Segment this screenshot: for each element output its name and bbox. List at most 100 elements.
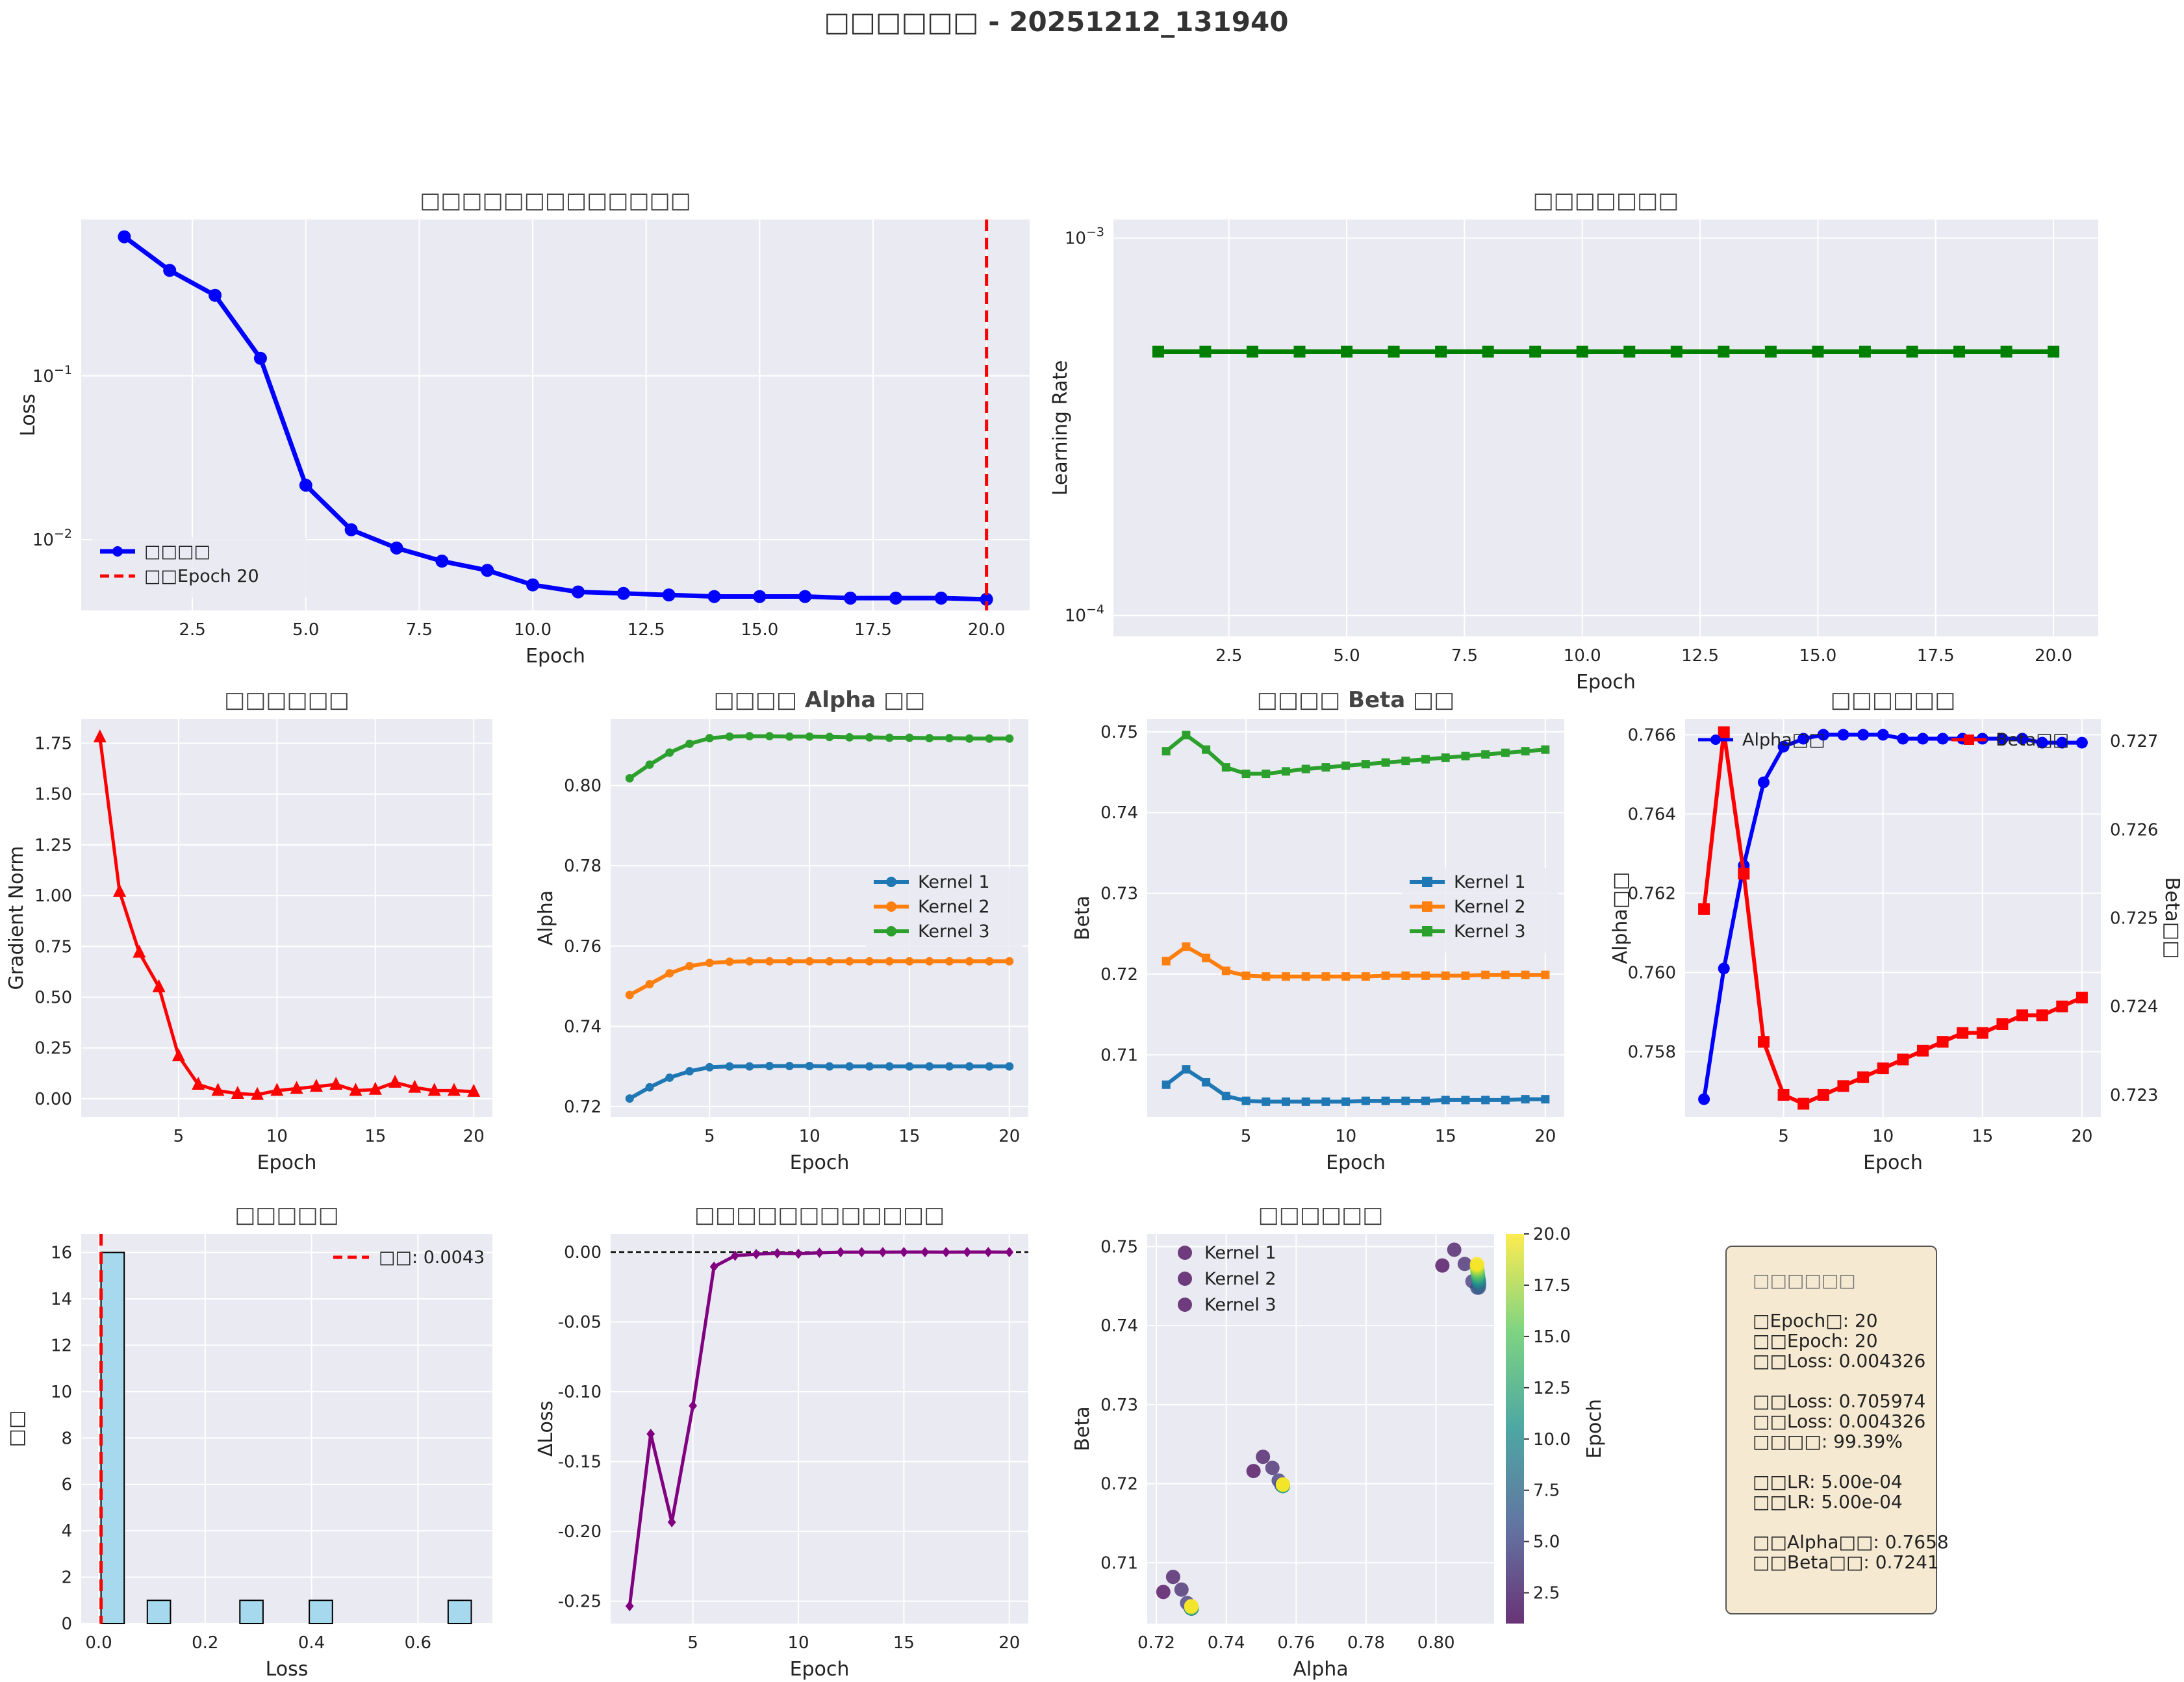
hist-bar (447, 1600, 472, 1624)
beta-k3-point (1401, 757, 1410, 766)
grad-point (251, 1086, 264, 1100)
colorbar-tick-label: 7.5 (1533, 1481, 1560, 1501)
lr-point (1718, 345, 1730, 358)
y2-tick-label: 0.723 (2110, 1086, 2158, 1105)
alpha-k2-point (625, 990, 634, 999)
x-tick-label: 15 (898, 1127, 920, 1146)
axes-title: □□□□□□ (224, 687, 349, 713)
colorbar-tick-label: 12.5 (1533, 1379, 1571, 1398)
alpha-k1-point (665, 1073, 674, 1082)
dual-beta-point (1857, 1071, 1870, 1083)
lr-point (1152, 345, 1164, 358)
scatter-point-k1 (1165, 1570, 1180, 1585)
dual-alpha-point (1916, 733, 1929, 745)
dual-alpha-point (2036, 736, 2048, 749)
lr-point (1388, 345, 1400, 358)
x-tick-label: 20 (998, 1127, 1020, 1146)
y-tick-label: 0.75 (1100, 723, 1138, 742)
alpha-k2-point (845, 957, 854, 966)
colorbar-tick-label: 2.5 (1533, 1584, 1560, 1603)
dual-alpha-point (1817, 729, 1829, 741)
y-tick-label: -0.15 (558, 1453, 602, 1472)
x-tick-label: 20 (1534, 1127, 1556, 1146)
legend-label: Kernel 3 (1454, 922, 1526, 942)
beta-k2-point (1421, 971, 1430, 980)
x-tick-label: 12.5 (1681, 646, 1719, 666)
beta-k3-point (1361, 760, 1370, 769)
dual-alpha-point (1996, 733, 2009, 745)
legend-marker (1422, 877, 1432, 887)
stats-box: □□□□□□ □Epoch□: 20 □□Epoch: 20 □□Loss: 0… (1725, 1246, 1949, 1614)
lr-point (1859, 345, 1871, 358)
stats-line: □□Loss: 0.004326 (1753, 1350, 1926, 1372)
x-tick-label: 5 (1241, 1127, 1252, 1146)
x-tick-label: 20 (463, 1127, 485, 1146)
dual-beta-point (2076, 992, 2088, 1004)
dual-alpha-point (1777, 740, 1790, 753)
dual-beta-point (1817, 1088, 1829, 1101)
grad-point (93, 729, 107, 743)
beta-k3-point (1441, 753, 1450, 762)
dual-alpha-point (1698, 1093, 1710, 1105)
alpha-k1-point (625, 1094, 634, 1103)
dual-alpha-point (1897, 733, 1909, 745)
dual-beta-point (2016, 1009, 2029, 1022)
dual-alpha-point (1757, 776, 1770, 788)
hist-bar (146, 1600, 171, 1624)
axes-title: □□□□ Alpha □□ (714, 687, 926, 713)
beta-k2-point (1262, 972, 1271, 981)
alpha-k1-point (645, 1083, 654, 1092)
y-tick-label: -0.20 (558, 1522, 602, 1542)
alpha-k3-point (745, 732, 754, 741)
grad-point (388, 1074, 402, 1088)
colorbar-tick-label: 5.0 (1533, 1533, 1560, 1552)
x-axis-label: Alpha (1293, 1658, 1348, 1681)
delta-point (984, 1246, 993, 1257)
grad-point (290, 1081, 303, 1094)
alpha-k2-point (865, 957, 874, 966)
alpha-k2-point (765, 957, 774, 966)
x-tick-label: 10.0 (514, 620, 552, 640)
y-tick-label: 10−2 (32, 527, 72, 550)
x-tick-label: 0.78 (1347, 1633, 1385, 1653)
beta-k1-point (1401, 1096, 1410, 1105)
alpha-k2-point (925, 957, 934, 966)
delta-point (625, 1601, 634, 1612)
beta-k2-point (1301, 972, 1310, 981)
delta-point (794, 1248, 803, 1259)
alpha-k3-point (705, 734, 714, 743)
legend-marker (1178, 1272, 1192, 1286)
delta-point (963, 1246, 972, 1257)
alpha-k2-point (745, 957, 754, 966)
y-axis-label: ΔLoss (535, 1401, 557, 1457)
x-tick-label: 0.2 (192, 1633, 218, 1653)
y2-tick-label: 0.724 (2110, 998, 2158, 1017)
x-tick-label: 10 (266, 1127, 288, 1146)
lr-point (1953, 345, 1966, 358)
x-tick-label: 10.0 (1564, 646, 1601, 666)
delta-point (709, 1261, 718, 1272)
alpha-k1-point (965, 1062, 974, 1071)
alpha-k2-point (985, 957, 994, 966)
alpha-k3-point (865, 733, 874, 742)
loss-point (344, 523, 358, 536)
dual-alpha-point (1797, 733, 1810, 745)
alpha-k1-point (825, 1062, 834, 1071)
beta-k2-point (1341, 972, 1351, 981)
x-axis-label: Epoch (790, 1151, 850, 1174)
beta-k1-point (1221, 1092, 1230, 1101)
alpha-k3-point (825, 733, 834, 742)
scatter-point-k1 (1174, 1582, 1189, 1597)
delta-point (899, 1246, 908, 1257)
x-tick-label: 12.5 (628, 620, 665, 640)
beta-k1-point (1541, 1095, 1550, 1104)
dual-alpha-point (2016, 733, 2029, 745)
stats-line (1753, 1371, 1936, 1391)
x-tick-label: 0.0 (85, 1633, 112, 1653)
x-tick-label: 15 (364, 1127, 386, 1146)
dual-beta-point (1837, 1080, 1849, 1092)
scatter-point-k3 (1435, 1258, 1450, 1273)
x-axis-label: Epoch (257, 1151, 317, 1174)
dual-beta-point (1797, 1098, 1810, 1110)
beta-k2-point (1381, 971, 1390, 980)
